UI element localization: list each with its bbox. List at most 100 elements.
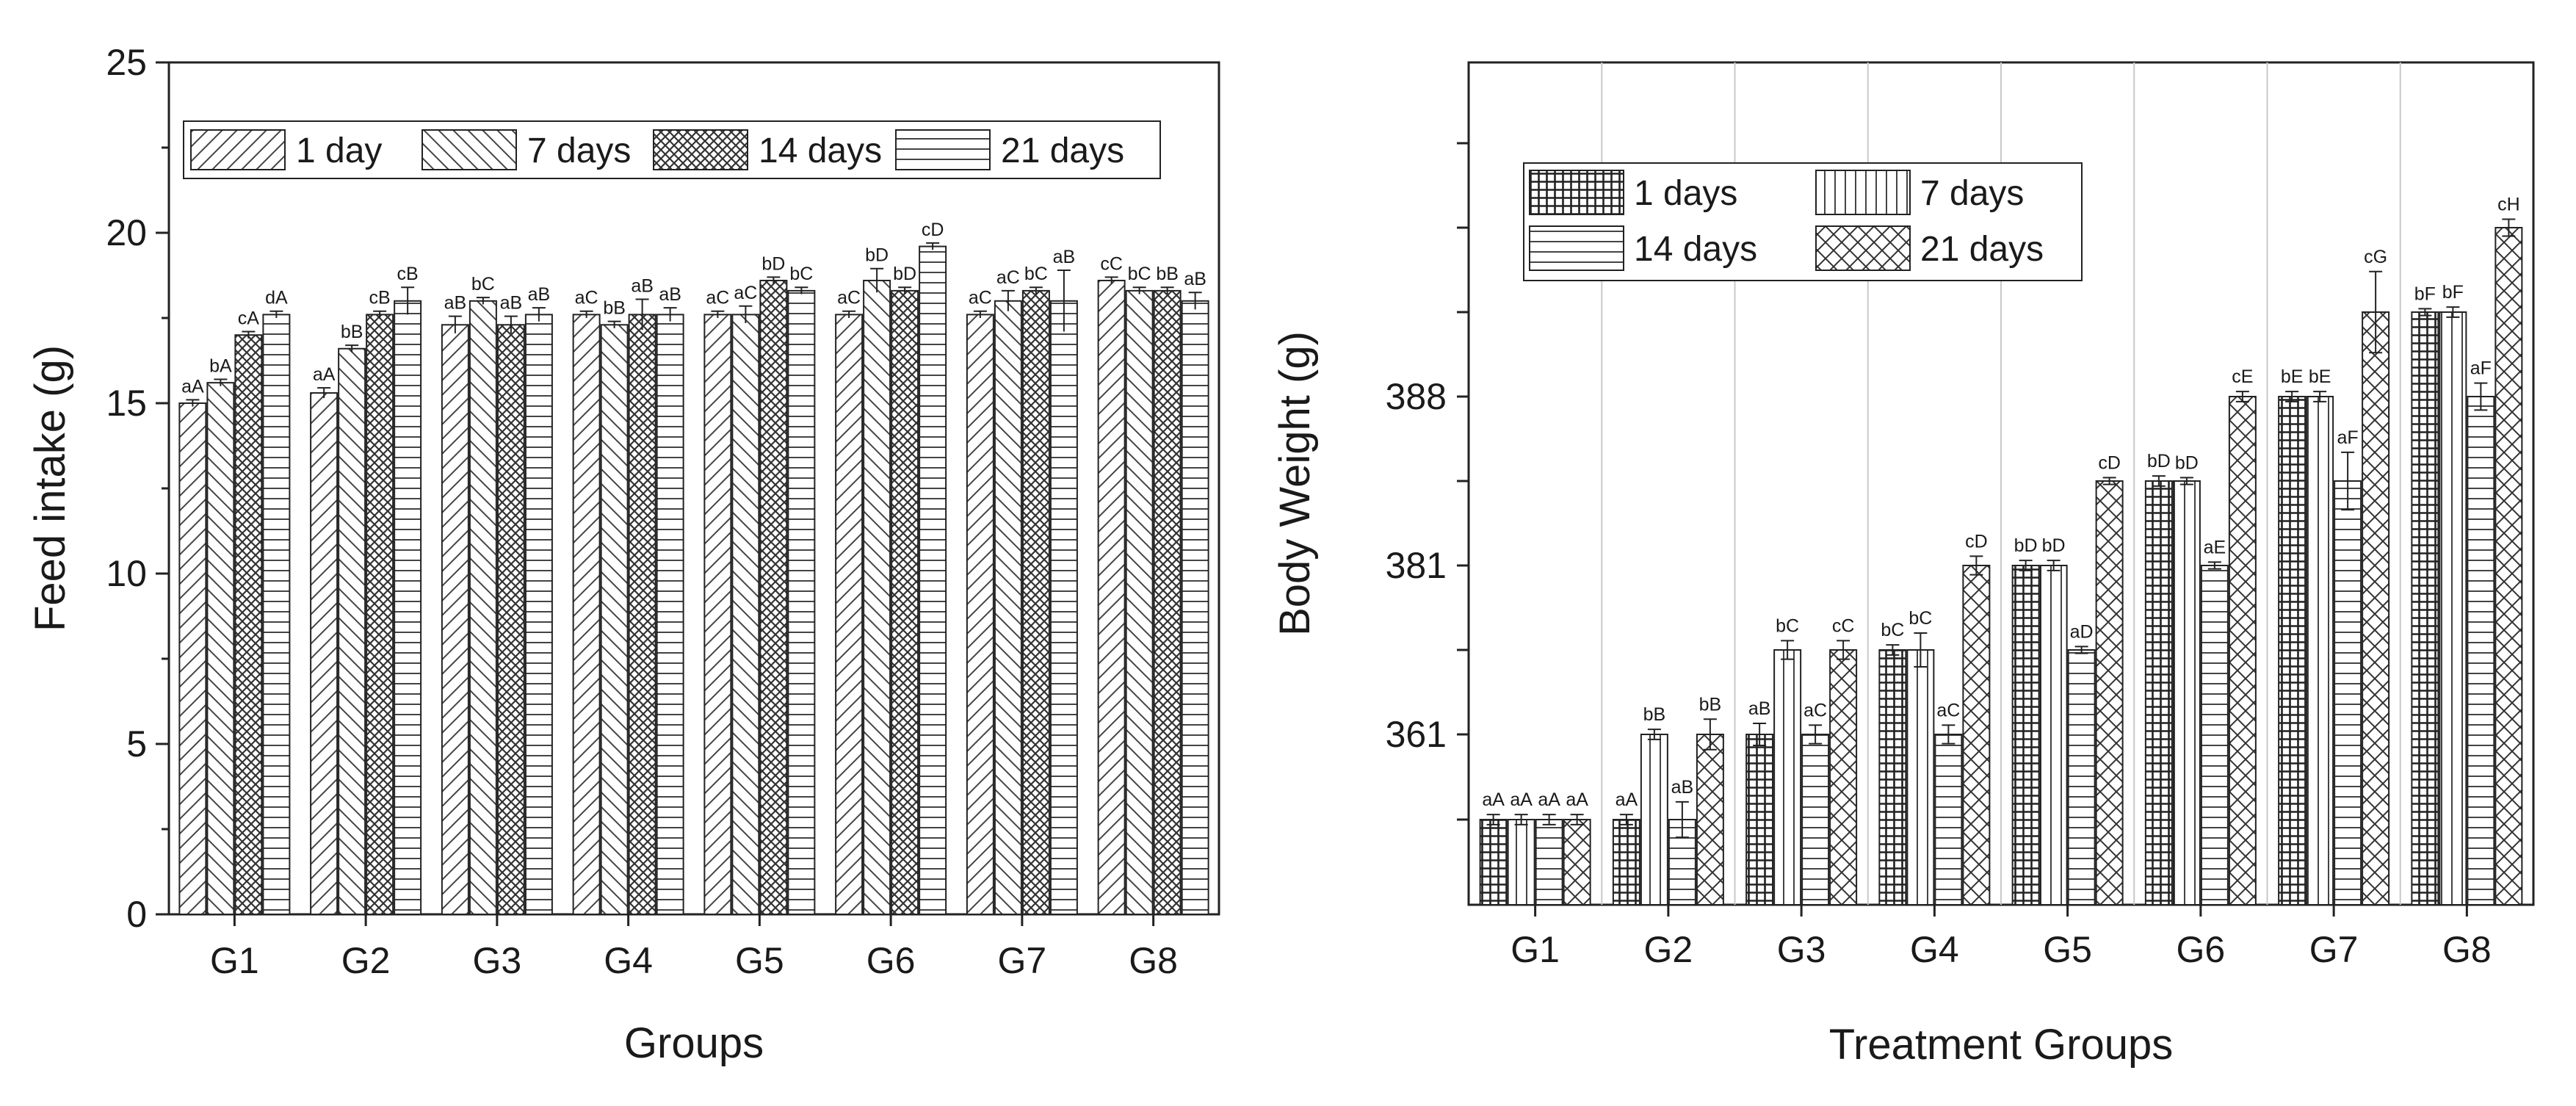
- y-tick-label: 10: [106, 553, 147, 594]
- bar: [1962, 565, 1991, 906]
- legend-label: 7 days: [1920, 174, 2024, 213]
- bar: [600, 324, 629, 915]
- bar: [628, 314, 656, 915]
- x-tick-label: G2: [1644, 929, 1693, 970]
- x-tick-label: G5: [2043, 929, 2092, 970]
- data-label: aC: [1936, 700, 1960, 720]
- legend-label: 21 days: [1920, 230, 2044, 269]
- data-label: aA: [1482, 789, 1505, 810]
- y-tick-label: 0: [126, 894, 147, 935]
- bar: [1668, 819, 1696, 906]
- bar: [891, 289, 919, 915]
- data-label: bC: [1024, 264, 1048, 284]
- x-tick-label: G8: [1129, 940, 1178, 981]
- data-label: cE: [2232, 366, 2253, 387]
- data-label: aC: [706, 288, 729, 308]
- bar: [1829, 649, 1858, 906]
- data-label: bA: [209, 356, 232, 377]
- y-tick-label: 388: [1386, 376, 1447, 417]
- legend-label: 1 day: [296, 131, 382, 170]
- y-tick-label: 20: [106, 212, 147, 253]
- legend-label: 7 days: [527, 131, 631, 170]
- bar: [2144, 480, 2173, 906]
- data-label: bC: [1909, 608, 1932, 629]
- bar: [703, 314, 732, 915]
- data-label: aC: [969, 288, 992, 308]
- bar: [1612, 819, 1640, 906]
- y-tick-label: 381: [1386, 545, 1447, 586]
- bar: [1906, 649, 1935, 906]
- y-tick-label: 15: [106, 383, 147, 424]
- data-label: bC: [1776, 615, 1799, 636]
- bar: [1049, 300, 1078, 915]
- bar: [468, 300, 497, 915]
- bar: [919, 245, 947, 915]
- data-label: cC: [1100, 253, 1123, 274]
- bar: [994, 300, 1022, 915]
- data-label: bF: [2414, 283, 2436, 304]
- data-label: aF: [2337, 427, 2359, 448]
- bar: [1640, 734, 1668, 906]
- bar: [234, 334, 263, 915]
- data-label: aB: [500, 293, 523, 314]
- legend-swatch: [1815, 225, 1911, 271]
- data-label: aC: [734, 283, 757, 303]
- data-label: aB: [1053, 247, 1076, 267]
- data-label: aB: [1671, 777, 1694, 798]
- data-label: aA: [1616, 789, 1638, 810]
- bar: [2334, 480, 2362, 906]
- data-label: bB: [603, 298, 626, 319]
- x-axis-title: Groups: [624, 1019, 764, 1067]
- bar: [759, 279, 788, 915]
- x-tick-label: G8: [2442, 929, 2492, 970]
- bar: [1021, 289, 1050, 915]
- x-axis-title: Treatment Groups: [1829, 1021, 2173, 1069]
- y-axis-title: Body Weight (g): [1271, 331, 1319, 636]
- bar: [2095, 480, 2124, 906]
- bar: [524, 314, 553, 915]
- data-label: cG: [2364, 247, 2387, 267]
- bar: [441, 324, 469, 915]
- data-label: cB: [369, 288, 391, 308]
- bar: [2306, 396, 2334, 906]
- data-label: dA: [265, 288, 288, 308]
- data-label: cC: [1832, 615, 1855, 636]
- legend: 1 days 7 days 14 days 21 days: [1523, 162, 2083, 281]
- bar: [338, 347, 366, 915]
- bar: [310, 392, 339, 915]
- bar: [1563, 819, 1591, 906]
- data-label: bD: [893, 264, 916, 284]
- data-label: aE: [2204, 537, 2226, 557]
- x-tick-label: G3: [1777, 929, 1826, 970]
- data-label: bD: [2014, 535, 2038, 556]
- y-tick-label: 361: [1386, 714, 1447, 755]
- data-label: aD: [2070, 621, 2094, 642]
- data-label: aC: [996, 267, 1020, 288]
- bar: [1479, 819, 1508, 906]
- bar: [1535, 819, 1563, 906]
- bar: [2228, 396, 2257, 906]
- bar: [1773, 649, 1802, 906]
- data-label: aA: [181, 376, 204, 397]
- legend-label: 14 days: [1634, 230, 1757, 269]
- data-label: aA: [1566, 789, 1588, 810]
- data-label: cB: [397, 264, 419, 284]
- y-tick-label: 25: [106, 42, 147, 83]
- bar: [2067, 649, 2096, 906]
- legend-label: 14 days: [759, 131, 882, 170]
- x-tick-label: G5: [735, 940, 784, 981]
- data-label: aA: [1510, 789, 1533, 810]
- x-tick-label: G6: [2177, 929, 2226, 970]
- data-label: bD: [761, 253, 785, 274]
- y-axis-title: Feed intake (g): [26, 345, 74, 632]
- bar: [787, 289, 816, 915]
- data-label: aB: [631, 275, 654, 296]
- bar: [2172, 480, 2201, 906]
- bar: [863, 279, 891, 915]
- data-label: aC: [575, 288, 598, 308]
- data-label: bD: [2175, 452, 2199, 473]
- bar: [2467, 396, 2495, 906]
- data-label: aF: [2470, 358, 2492, 379]
